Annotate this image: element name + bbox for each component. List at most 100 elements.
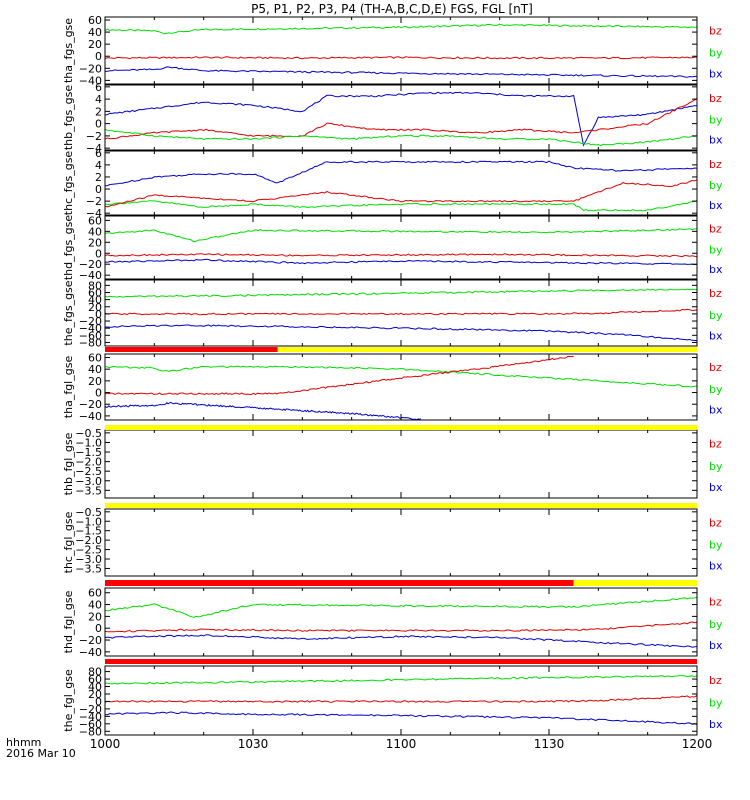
mode-bar-segment — [105, 425, 697, 430]
mode-bar-segment — [105, 347, 278, 352]
component-label-bz: bz — [709, 361, 722, 374]
y-tick-label: −40 — [79, 269, 102, 282]
series-tha_fgs_gse-bx — [105, 66, 697, 78]
panel-frame — [104, 16, 698, 85]
component-label-bz: bz — [709, 223, 722, 236]
y-axis-label: thd_fgl_gse — [62, 590, 75, 653]
series-tha_fgl_gse-bz — [105, 355, 574, 396]
series-group — [105, 288, 697, 342]
component-label-bx: bx — [709, 559, 723, 572]
component-label-bx: bx — [709, 403, 723, 416]
component-label-bx: bx — [709, 67, 723, 80]
y-tick-label: −60 — [79, 329, 102, 342]
y-tick-label: 80 — [88, 666, 102, 679]
series-thd_fgs_gse-by — [105, 228, 697, 243]
series-thd_fgl_gse-bz — [105, 621, 697, 633]
y-tick-label: 20 — [88, 301, 102, 314]
series-thd_fgs_gse-bx — [105, 258, 697, 266]
y-tick-label: 40 — [88, 294, 102, 307]
y-tick-label: −20 — [79, 258, 102, 271]
series-group — [105, 596, 697, 648]
series-the_fgl_gse-by — [105, 675, 697, 685]
series-group — [105, 160, 697, 212]
y-tick-label: −20 — [79, 634, 102, 647]
y-tick-label: −20 — [79, 703, 102, 716]
y-tick-label: −0.5 — [75, 506, 102, 519]
y-tick-label: −20 — [79, 398, 102, 411]
y-tick-label: 60 — [88, 352, 102, 365]
y-tick-label: −2.0 — [75, 456, 102, 469]
y-tick-label: 20 — [88, 38, 102, 51]
series-thb_fgs_gse-bz — [105, 98, 697, 140]
component-label-by: by — [709, 383, 723, 396]
y-tick-label: 20 — [88, 236, 102, 249]
mode-bar-segment — [277, 347, 697, 352]
series-group — [105, 91, 697, 147]
series-the_fgs_gse-bx — [105, 324, 697, 342]
y-tick-label: 0 — [95, 695, 102, 708]
series-thd_fgl_gse-bx — [105, 634, 697, 648]
component-label-by: by — [709, 47, 723, 60]
y-tick-label: 60 — [88, 14, 102, 27]
y-axis-label: thb_fgl_gse — [62, 432, 75, 495]
component-label-bz: bz — [709, 596, 722, 609]
y-tick-label: 0 — [95, 183, 102, 196]
y-tick-label: 60 — [88, 214, 102, 227]
y-axis-label: the_fgs_gse — [62, 280, 75, 345]
component-label-by: by — [709, 113, 723, 126]
component-label-bx: bx — [709, 199, 723, 212]
component-label-by: by — [709, 243, 723, 256]
mode-bar-segment — [573, 580, 697, 586]
y-tick-label: −0.5 — [75, 427, 102, 440]
y-tick-label: −40 — [79, 410, 102, 423]
y-tick-label: 20 — [88, 688, 102, 701]
component-label-by: by — [709, 697, 723, 710]
y-axis-label: tha_fgl_gse — [62, 356, 75, 419]
series-thb_fgs_gse-by — [105, 128, 697, 147]
component-label-bx: bx — [709, 639, 723, 652]
y-tick-label: −1.5 — [75, 525, 102, 538]
y-tick-label: −1.0 — [75, 436, 102, 449]
series-thb_fgs_gse-bx — [105, 91, 697, 147]
y-tick-label: 20 — [88, 610, 102, 623]
y-tick-label: 2 — [95, 105, 102, 118]
component-label-bx: bx — [709, 329, 723, 342]
y-tick-label: −40 — [79, 74, 102, 87]
y-axis-label: thd_fgs_gse — [62, 215, 75, 281]
component-label-bz: bz — [709, 158, 722, 171]
component-label-bz: bz — [709, 674, 722, 687]
series-tha_fgs_gse-bz — [105, 56, 697, 60]
y-tick-label: 4 — [95, 159, 102, 172]
y-tick-label: −2.5 — [75, 544, 102, 557]
component-label-bx: bx — [709, 718, 723, 731]
component-label-bz: bz — [709, 24, 722, 37]
component-label-bz: bz — [709, 516, 722, 529]
y-tick-label: −3.5 — [75, 484, 102, 497]
series-the_fgl_gse-bx — [105, 711, 697, 725]
y-tick-label: −1.0 — [75, 515, 102, 528]
mode-bar-segment — [105, 659, 697, 664]
y-tick-label: 6 — [95, 81, 102, 94]
component-label-bz: bz — [709, 287, 722, 300]
component-label-by: by — [709, 460, 723, 473]
x-tick-label: 1200 — [682, 737, 713, 751]
component-label-by: by — [709, 179, 723, 192]
y-tick-label: −4 — [86, 142, 102, 155]
x-axis: 1000 1030 1100 1130 1200 — [90, 737, 713, 751]
y-tick-label: 0 — [95, 50, 102, 63]
series-thc_fgs_gse-bz — [105, 179, 697, 208]
series-thd_fgl_gse-by — [105, 596, 697, 618]
y-tick-label: −4 — [86, 207, 102, 220]
mode-bar-segment — [105, 503, 697, 508]
y-tick-label: −60 — [79, 718, 102, 731]
y-tick-label: −20 — [79, 315, 102, 328]
y-tick-label: 0 — [95, 308, 102, 321]
panel-frame — [104, 84, 698, 151]
panel-frame — [104, 587, 698, 657]
series-the_fgs_gse-by — [105, 288, 697, 298]
y-tick-label: 60 — [88, 286, 102, 299]
panel-frame — [104, 215, 698, 280]
